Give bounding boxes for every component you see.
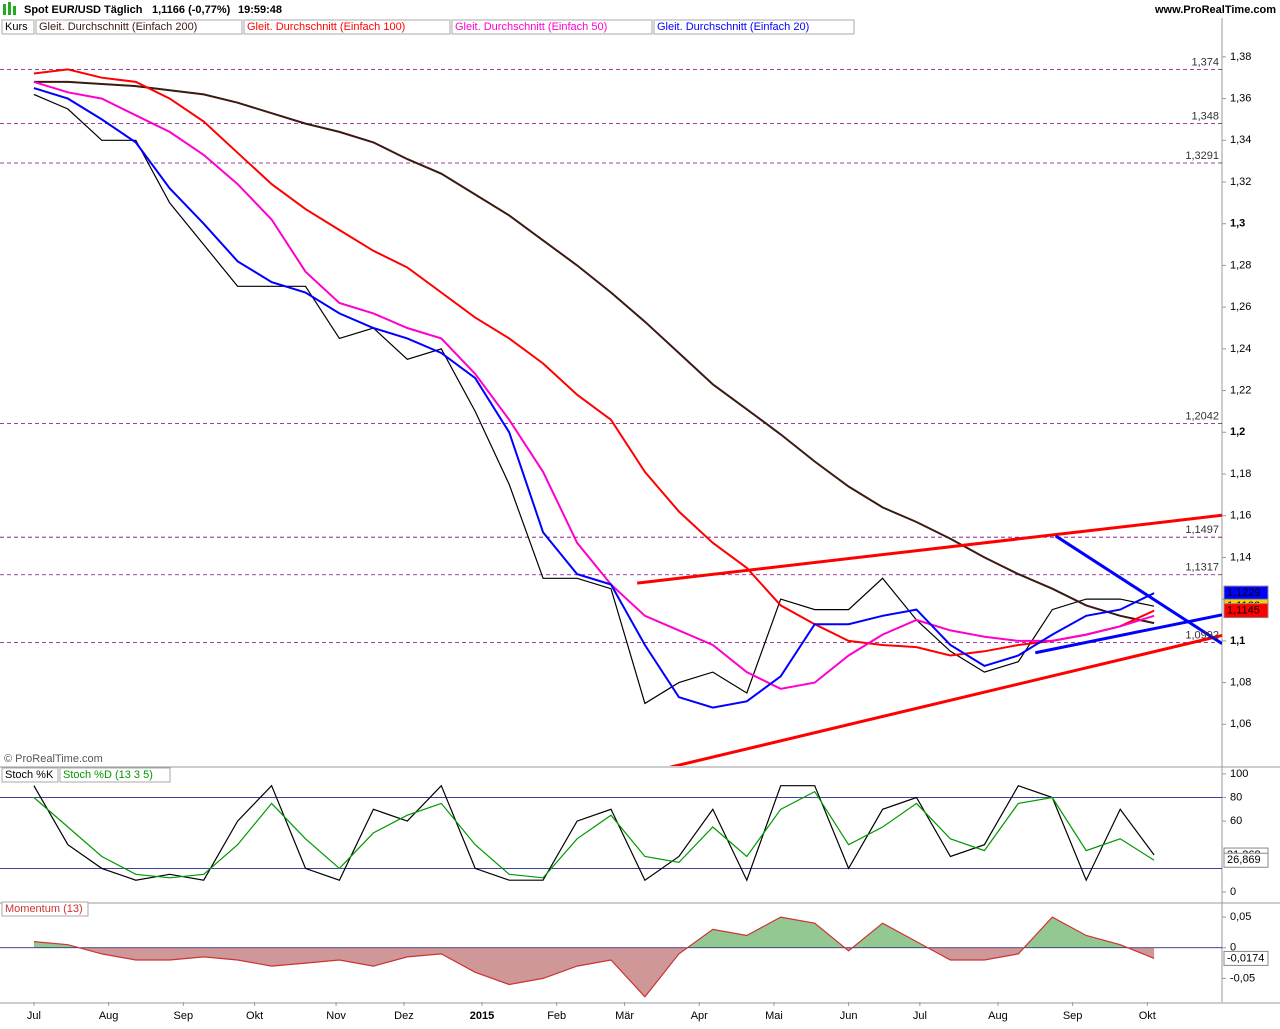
price-label-box <box>1223 950 1269 966</box>
price-label: -0,0174 <box>1227 952 1264 964</box>
level-label: 1,0992 <box>1185 629 1219 641</box>
y-tick-label: 1,3 <box>1230 218 1245 230</box>
x-tick-label: Jul <box>913 1010 927 1022</box>
period: Täglich <box>104 4 143 16</box>
series-line <box>33 80 1155 690</box>
y-tick-label: 1,14 <box>1230 551 1251 563</box>
x-tick-label: Aug <box>988 1010 1008 1022</box>
y-tick-label: 1,2 <box>1230 426 1245 438</box>
legend-box <box>1 767 59 783</box>
icon <box>3 4 6 15</box>
series-line <box>33 93 1155 705</box>
legend-box <box>59 767 171 783</box>
trend-line <box>1054 534 1222 645</box>
level-label: 1,2042 <box>1185 410 1219 422</box>
x-tick-label: Feb <box>547 1010 566 1022</box>
x-tick-label: Okt <box>246 1010 263 1022</box>
x-tick-label: Nov <box>326 1010 346 1022</box>
y-tick-label: 1,36 <box>1230 92 1251 104</box>
legend-box <box>1 901 89 917</box>
trend-line <box>668 633 1222 766</box>
y-tick-label: 0 <box>1230 886 1236 898</box>
legend-entry: Stoch %K <box>5 769 54 781</box>
legend-box <box>451 19 653 35</box>
legend-box <box>35 19 243 35</box>
y-tick-label: 1,34 <box>1230 134 1251 146</box>
y-tick-label: 1,16 <box>1230 510 1251 522</box>
legend-box <box>243 19 451 35</box>
legend-box <box>1 19 35 35</box>
y-tick-label: 60 <box>1230 815 1242 827</box>
legend-entry: Gleit. Durchschnitt (Einfach 100) <box>247 21 405 33</box>
x-tick-label: Sep <box>1063 1010 1083 1022</box>
x-tick-label: Mai <box>765 1010 783 1022</box>
x-tick-label: Jul <box>27 1010 41 1022</box>
price-label: 1,1145 <box>1227 605 1260 617</box>
x-tick-label: Apr <box>691 1010 708 1022</box>
legend-entry: Gleit. Durchschnitt (Einfach 20) <box>657 21 809 33</box>
level-label: 1,348 <box>1191 111 1219 123</box>
y-tick-label: 1,1 <box>1230 635 1245 647</box>
series-line <box>33 68 1155 657</box>
copyright: © ProRealTime.com <box>4 753 103 765</box>
area-negative <box>79 947 1155 997</box>
y-tick-label: 1,06 <box>1230 718 1251 730</box>
price-label-box <box>1223 852 1269 868</box>
x-tick-label: 2015 <box>470 1010 494 1022</box>
x-tick-label: Mär <box>615 1010 634 1022</box>
legend-entry: Kurs <box>5 21 28 33</box>
legend-box <box>653 19 855 35</box>
y-tick-label: 0 <box>1230 942 1236 954</box>
plot-area <box>0 68 1222 766</box>
x-tick-label: Sep <box>174 1010 194 1022</box>
time: 19:59:48 <box>238 4 282 16</box>
series-line <box>33 784 1155 882</box>
level-label: 1,1497 <box>1185 524 1219 536</box>
price-label: 1,1229 <box>1227 587 1261 599</box>
y-tick-label: 0,05 <box>1230 911 1251 923</box>
y-tick-label: 1,18 <box>1230 468 1251 480</box>
x-tick-label: Aug <box>99 1010 119 1022</box>
icon <box>8 2 11 15</box>
series-line <box>33 87 1155 709</box>
legend-entry: Gleit. Durchschnitt (Einfach 50) <box>455 21 607 33</box>
plot-area <box>0 784 1222 882</box>
y-tick-label: 1,28 <box>1230 259 1251 271</box>
series-line <box>33 790 1155 879</box>
x-tick-label: Okt <box>1139 1010 1156 1022</box>
symbol: Spot EUR/USD <box>24 4 101 16</box>
legend-entry: Gleit. Durchschnitt (Einfach 200) <box>39 21 197 33</box>
site: www.ProRealTime.com <box>1154 4 1276 16</box>
trend-line <box>1035 613 1222 655</box>
trend-line <box>636 513 1222 585</box>
icon <box>13 6 16 15</box>
y-tick-label: 1,32 <box>1230 176 1251 188</box>
y-tick-label: -0,05 <box>1230 972 1255 984</box>
y-tick-label: 1,22 <box>1230 384 1251 396</box>
y-tick-label: 1,24 <box>1230 343 1251 355</box>
series-line <box>33 916 1155 998</box>
level-label: 1,374 <box>1191 56 1219 68</box>
x-tick-label: Jun <box>840 1010 858 1022</box>
plot-area <box>0 916 1222 998</box>
price-label: 26,869 <box>1227 854 1261 866</box>
y-tick-label: 1,26 <box>1230 301 1251 313</box>
y-tick-label: 1,08 <box>1230 676 1251 688</box>
x-tick-label: Dez <box>394 1010 414 1022</box>
y-tick-label: 100 <box>1230 768 1248 780</box>
y-tick-label: 1,38 <box>1230 51 1251 63</box>
series-line <box>33 80 1155 625</box>
level-label: 1,1317 <box>1185 562 1219 574</box>
y-tick-label: 80 <box>1230 791 1242 803</box>
area-positive <box>33 917 1155 948</box>
legend-entry: Momentum (13) <box>5 903 83 915</box>
price-label-box <box>1223 603 1269 619</box>
level-label: 1,3291 <box>1185 150 1219 162</box>
quote: 1,1166 (-0,77%) <box>152 4 231 16</box>
legend-entry: Stoch %D (13 3 5) <box>63 769 153 781</box>
